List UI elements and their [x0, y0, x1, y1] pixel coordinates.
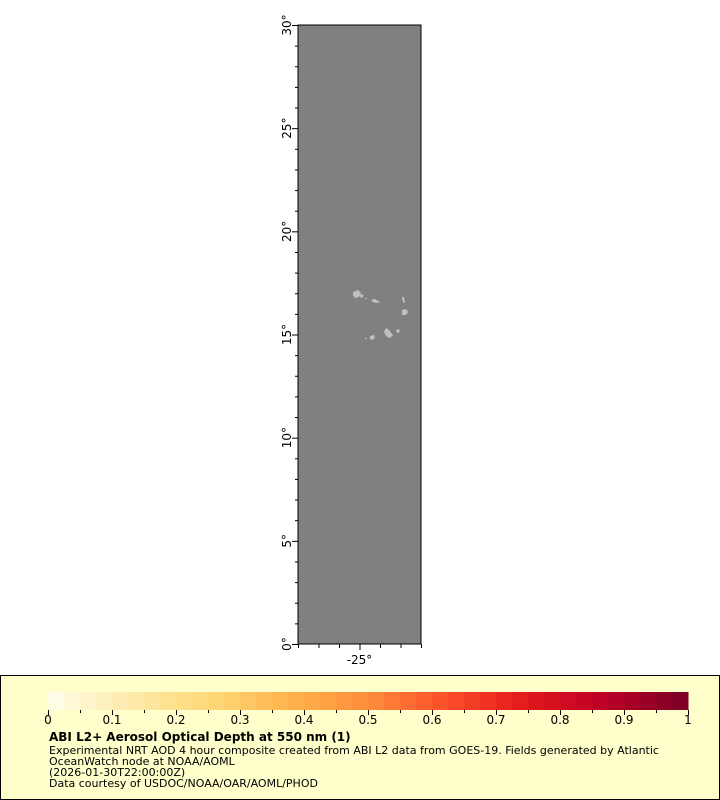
colorbar-segment	[432, 692, 449, 710]
island-santa-luzia	[365, 298, 367, 299]
legend-description-line2: OceanWatch node at NOAA/AOML	[49, 755, 235, 768]
colorbar-segment	[80, 692, 97, 710]
colorbar-segment	[592, 692, 609, 710]
colorbar-segment	[480, 692, 497, 710]
colorbar-segment	[560, 692, 577, 710]
colorbar-segment	[112, 692, 129, 710]
colorbar-tick-label: 0.6	[422, 713, 441, 726]
colorbar-tick-label: 0.9	[614, 713, 633, 726]
lat-tick-label: 0°	[280, 637, 294, 651]
legend-panel: 0 0.1 0.2 0.3 0.4 0.5 0.6 0.7 0.8 0.9 1 ABI L2+ Ae…	[0, 675, 720, 800]
colorbar-segment	[144, 692, 161, 710]
lat-tick-label: 25°	[280, 118, 294, 139]
colorbar-segment	[64, 692, 81, 710]
colorbar-segment	[416, 692, 433, 710]
island-boa-vista	[402, 309, 408, 315]
colorbar-segment	[272, 692, 289, 710]
colorbar-tick-label: 0.1	[102, 713, 121, 726]
colorbar-segment	[160, 692, 177, 710]
map-ocean-area	[297, 24, 422, 645]
colorbar-segment	[336, 692, 353, 710]
lat-tick-label: 10°	[280, 427, 294, 448]
colorbar-tick-label: 0.7	[486, 713, 505, 726]
colorbar-tick-label: 0.2	[166, 713, 185, 726]
colorbar-segment	[400, 692, 417, 710]
island-santo-antao	[353, 290, 361, 298]
island-sao-vicente	[359, 294, 364, 298]
cape-verde-islands	[353, 290, 408, 340]
colorbar-segment	[288, 692, 305, 710]
legend-time: (2026-01-30T22:00:00Z)	[49, 766, 186, 779]
colorbar-segment	[672, 692, 689, 710]
colorbar-segment	[96, 692, 113, 710]
legend-description-line1: Experimental NRT AOD 4 hour composite cr…	[49, 744, 659, 757]
island-brava	[365, 338, 367, 339]
colorbar-segment	[208, 692, 225, 710]
colorbar-segment	[464, 692, 481, 710]
map-axes: 0° 5° 10° 15° 20° 25° 30° -25°	[280, 14, 422, 667]
colorbar-tick-label: 0.5	[358, 713, 377, 726]
colorbar-segment	[224, 692, 241, 710]
colorbar-segment	[512, 692, 529, 710]
colorbar-segment	[656, 692, 673, 710]
colorbar-segment	[304, 692, 321, 710]
lat-tick-label: 15°	[280, 324, 294, 345]
colorbar-tick-label: 0.4	[294, 713, 313, 726]
colorbar-segment	[528, 692, 545, 710]
colorbar-segment	[48, 692, 65, 710]
colorbar-segment	[496, 692, 513, 710]
colorbar-segment	[320, 692, 337, 710]
map-plot: 0° 5° 10° 15° 20° 25° 30° -25°	[280, 14, 422, 667]
island-santiago	[384, 328, 393, 338]
colorbar-segment	[352, 692, 369, 710]
island-fogo	[370, 335, 375, 340]
colorbar-segment	[368, 692, 385, 710]
colorbar-tick-label: 0.3	[230, 713, 249, 726]
colorbar-segment	[384, 692, 401, 710]
colorbar-tick-label: 0.8	[550, 713, 569, 726]
colorbar-segment	[256, 692, 273, 710]
island-sao-nicolau	[371, 299, 381, 303]
colorbar-segment	[608, 692, 625, 710]
colorbar-segment	[624, 692, 641, 710]
legend-title: ABI L2+ Aerosol Optical Depth at 550 nm …	[49, 730, 351, 744]
colorbar-segment	[640, 692, 657, 710]
colorbar-segment	[128, 692, 145, 710]
island-maio	[396, 329, 400, 333]
colorbar-segment	[176, 692, 193, 710]
colorbar-segment	[192, 692, 209, 710]
lat-tick-label: 5°	[280, 534, 294, 548]
colorbar-tick-label: 1	[684, 713, 692, 726]
colorbar-segment	[576, 692, 593, 710]
colorbar-segment	[240, 692, 257, 710]
colorbar-segment	[448, 692, 465, 710]
lon-tick-label: -25°	[347, 653, 373, 667]
lat-tick-label: 20°	[280, 221, 294, 242]
colorbar-segment	[544, 692, 561, 710]
lat-tick-label: 30°	[280, 14, 294, 35]
legend-credit: Data courtesy of USDOC/NOAA/OAR/AOML/PHO…	[49, 777, 318, 790]
colorbar-tick-label: 0	[44, 713, 52, 726]
island-sal	[402, 297, 405, 303]
colorbar: 0 0.1 0.2 0.3 0.4 0.5 0.6 0.7 0.8 0.9 1	[44, 692, 692, 726]
